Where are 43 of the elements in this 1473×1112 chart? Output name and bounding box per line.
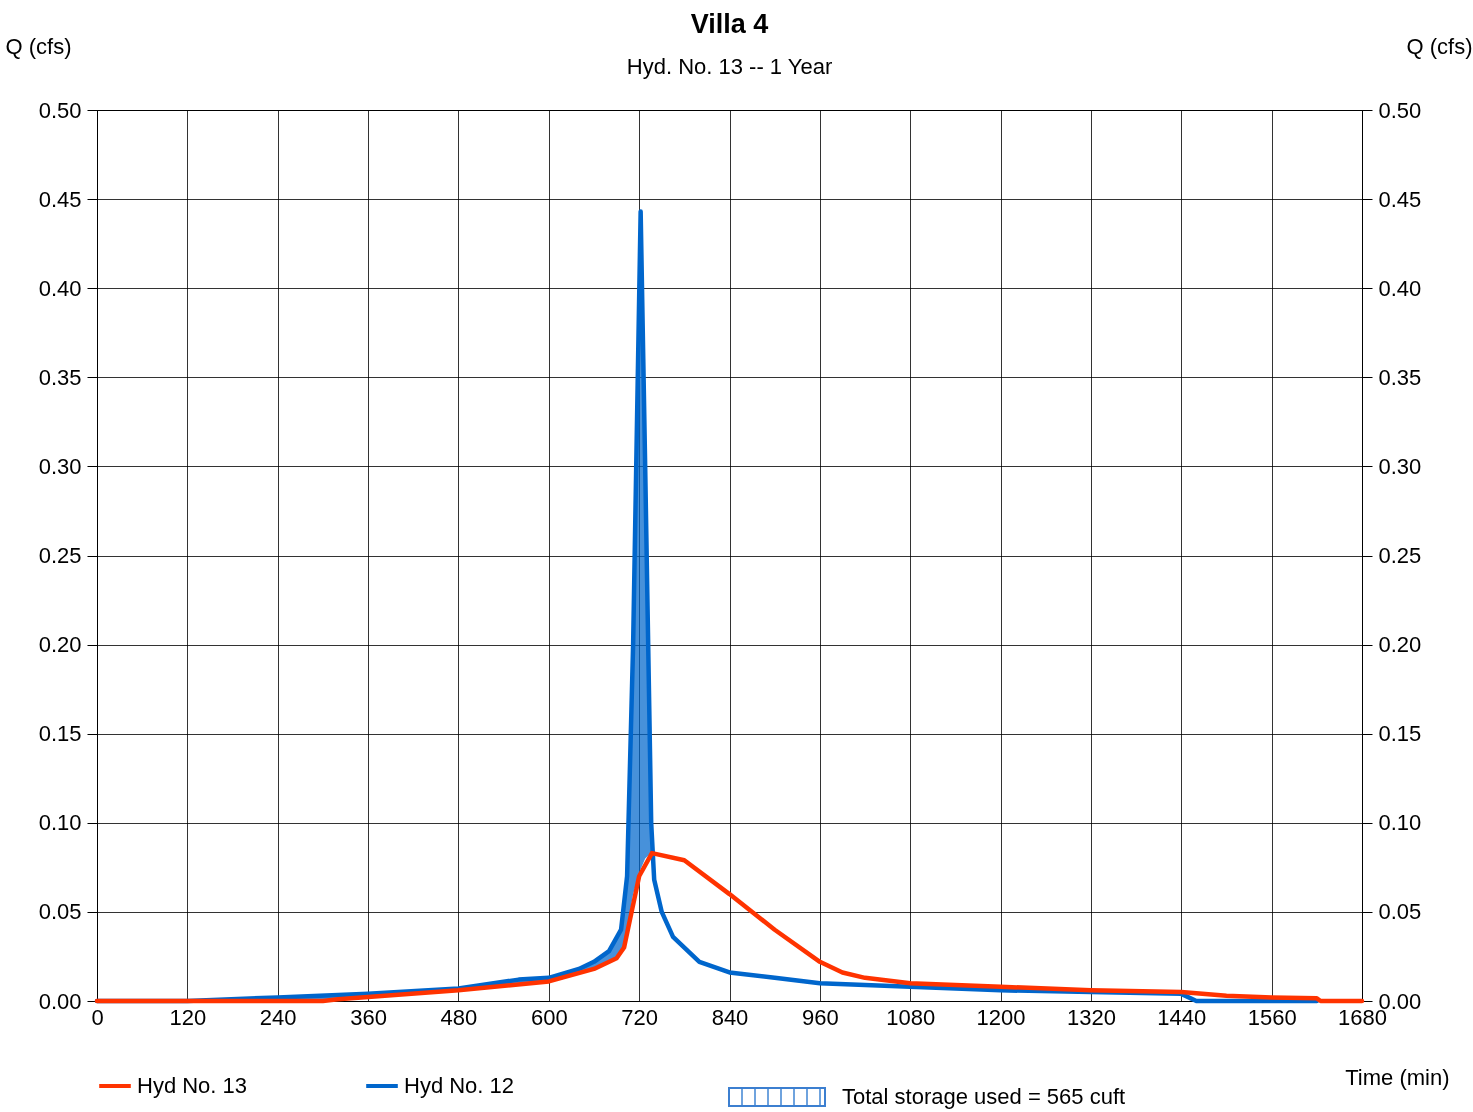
- y-tick-label: 0.25: [38, 543, 82, 568]
- y2-tick-label: 0.35: [1378, 364, 1422, 390]
- y2-tick-label: 0.30: [1378, 453, 1422, 479]
- y2-tick-label: 0.05: [1378, 899, 1422, 925]
- x-axis-title: Time (min): [1345, 1064, 1450, 1090]
- y-axis-title: Q (cfs): [5, 33, 72, 59]
- y-tick-label: 0.20: [38, 632, 82, 658]
- y-tick-label: 0.05: [38, 899, 82, 925]
- y2-tick-label: 0.20: [1378, 632, 1422, 658]
- y2-tick-label: 0.25: [1378, 543, 1422, 568]
- x-tick-label: 1200: [976, 1004, 1026, 1030]
- y2-tick-label: 0.50: [1378, 97, 1422, 123]
- x-tick-label: 120: [169, 1004, 207, 1030]
- y2-tick-label: 0.45: [1378, 186, 1422, 212]
- x-tick-label: 1440: [1157, 1004, 1207, 1030]
- y2-tick-label: 0.10: [1378, 810, 1422, 836]
- y2-tick-label: 0.15: [1378, 721, 1422, 747]
- chart-subtitle: Hyd. No. 13 -- 1 Year: [626, 54, 833, 79]
- x-tick-label: 480: [440, 1004, 478, 1030]
- x-tick-label: 720: [621, 1004, 658, 1030]
- x-tick-label: 360: [350, 1004, 387, 1030]
- x-tick-label: 840: [711, 1004, 749, 1030]
- x-tick-label: 1080: [886, 1004, 936, 1030]
- text: Total storage used = 565 cuft: [842, 1084, 1126, 1110]
- y-tick-label: 0.45: [38, 186, 82, 212]
- y-tick-label: 0.30: [38, 453, 82, 479]
- y-tick-label: 0.15: [38, 721, 82, 747]
- chart-title: Villa 4: [690, 9, 769, 39]
- x-tick-label: 240: [259, 1004, 297, 1030]
- legend-label: Hyd No. 13: [137, 1073, 248, 1098]
- y2-axis-title: Q (cfs): [1406, 33, 1473, 59]
- x-tick-label: 0: [91, 1004, 104, 1030]
- y-tick-label: 0.40: [38, 275, 82, 301]
- y-tick-label: 0.35: [38, 364, 82, 390]
- x-tick-label: 960: [802, 1004, 839, 1030]
- y-tick-label: 0.50: [38, 97, 82, 123]
- y-tick-label: 0.10: [38, 810, 82, 836]
- x-tick-label: 1560: [1247, 1004, 1297, 1030]
- y-tick-label: 0.00: [38, 988, 82, 1014]
- x-tick-label: 1320: [1066, 1004, 1116, 1030]
- x-tick-label: 600: [530, 1004, 568, 1030]
- legend-label: Hyd No. 12: [404, 1073, 515, 1098]
- y2-tick-label: 0.40: [1378, 275, 1422, 301]
